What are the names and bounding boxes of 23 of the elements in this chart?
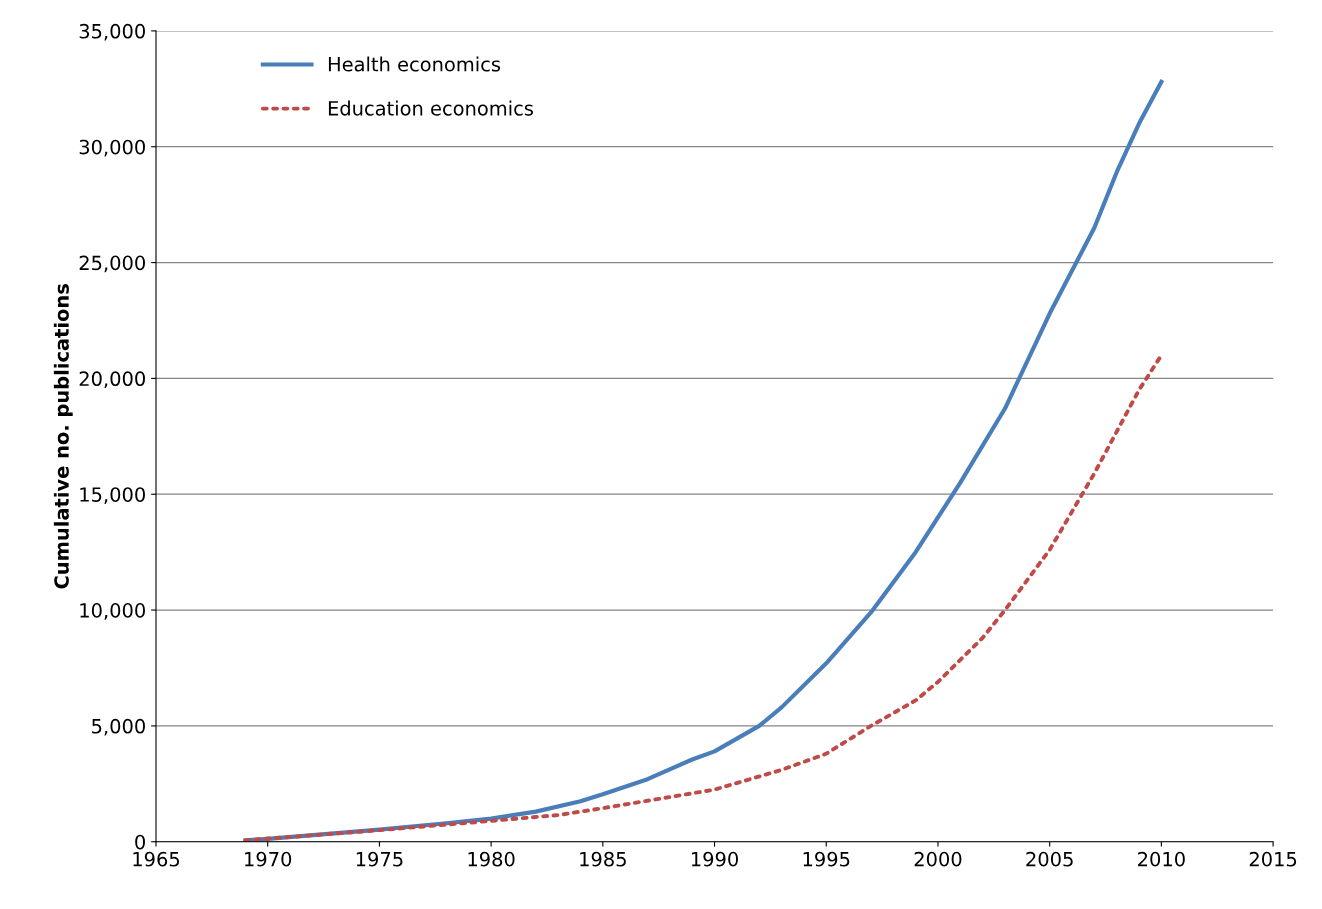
x-tick-label: 1970	[245, 851, 292, 867]
x-tick-label: 1980	[468, 851, 515, 867]
x-tick-label: 2005	[1026, 851, 1073, 867]
y-tick-label: 10,000	[80, 603, 145, 620]
x-tick-label: 1985	[580, 851, 626, 867]
x-tick-label: 1995	[803, 851, 850, 867]
x-tick-label: 2000	[914, 851, 962, 867]
legend-label: Health economics	[328, 56, 501, 72]
legend-label: Education economics	[328, 100, 533, 116]
x-tick-label: 1965	[133, 851, 180, 867]
y-tick-label: 30,000	[79, 139, 145, 157]
x-tick-label: 2015	[1249, 851, 1297, 867]
y-tick-label: 5,000	[92, 718, 145, 736]
y-tick-label: 20,000	[79, 371, 145, 389]
y-axis-title: Cumulative no. publications	[53, 284, 73, 589]
y-tick-label: 25,000	[79, 255, 145, 273]
x-tick-label: 2010	[1138, 851, 1185, 867]
y-tick-label: 15,000	[80, 487, 145, 504]
x-tick-label: 1975	[356, 851, 403, 867]
y-tick-label: 35,000	[79, 23, 145, 41]
y-tick-label: 0	[135, 834, 145, 850]
line-series	[243, 353, 1164, 842]
x-tick-label: 1990	[691, 851, 738, 867]
